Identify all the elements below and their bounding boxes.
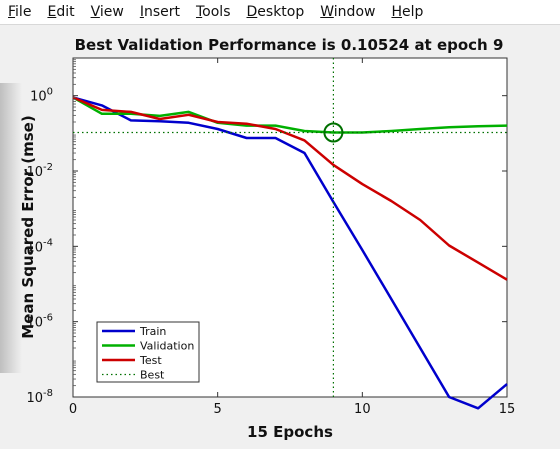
x-tick-label: 10 bbox=[354, 402, 371, 417]
menu-window[interactable]: Window bbox=[312, 0, 383, 24]
menu-insert-label: Insert bbox=[139, 4, 180, 20]
x-tick-label: 5 bbox=[214, 402, 222, 417]
menu-file[interactable]: File bbox=[0, 0, 39, 24]
menu-desktop-label: Desktop bbox=[246, 4, 305, 20]
series-line-train bbox=[72, 96, 508, 410]
legend-label-train: Train bbox=[139, 325, 166, 338]
y-tick-label: 10-8 bbox=[26, 388, 53, 406]
y-axis-label: Mean Squared Error (mse) bbox=[19, 115, 37, 338]
series-layer bbox=[72, 58, 508, 410]
best-point-marker bbox=[323, 122, 344, 143]
menu-insert[interactable]: Insert bbox=[132, 0, 188, 24]
edge-artifact bbox=[0, 83, 22, 373]
performance-plot[interactable]: Best Validation Performance is 0.10524 a… bbox=[0, 25, 560, 445]
menu-file-label: File bbox=[8, 4, 32, 20]
legend-label-validation: Validation bbox=[140, 340, 194, 353]
legend-label-best: Best bbox=[140, 369, 165, 382]
figure-area: Best Validation Performance is 0.10524 a… bbox=[0, 25, 560, 445]
menu-desktop[interactable]: Desktop bbox=[239, 0, 313, 24]
menu-window-label: Window bbox=[320, 4, 376, 20]
legend-label-test: Test bbox=[139, 354, 162, 367]
menu-view-label: View bbox=[90, 4, 124, 20]
chart-title: Best Validation Performance is 0.10524 a… bbox=[75, 36, 504, 54]
menu-bar: File Edit View Insert Tools Desktop Wind… bbox=[0, 0, 560, 25]
menu-tools[interactable]: Tools bbox=[188, 0, 239, 24]
menu-edit[interactable]: Edit bbox=[39, 0, 82, 24]
y-tick-label: 10-2 bbox=[26, 162, 53, 180]
menu-edit-label: Edit bbox=[47, 4, 75, 20]
x-tick-label: 15 bbox=[499, 402, 516, 417]
y-tick-label: 10-4 bbox=[26, 237, 53, 255]
x-axis-label: 15 Epochs bbox=[247, 423, 333, 441]
menu-tools-label: Tools bbox=[195, 4, 231, 20]
menu-help-label: Help bbox=[391, 4, 424, 20]
tick-layer: 0 5 10 15 100 10-2 10-4 10-6 10-8 bbox=[26, 58, 515, 417]
series-line-test bbox=[72, 96, 508, 281]
x-tick-label: 0 bbox=[69, 402, 77, 417]
menu-view[interactable]: View bbox=[83, 0, 132, 24]
menu-help[interactable]: Help bbox=[383, 0, 431, 24]
y-tick-label: 100 bbox=[30, 87, 53, 105]
y-tick-label: 10-6 bbox=[26, 313, 53, 331]
